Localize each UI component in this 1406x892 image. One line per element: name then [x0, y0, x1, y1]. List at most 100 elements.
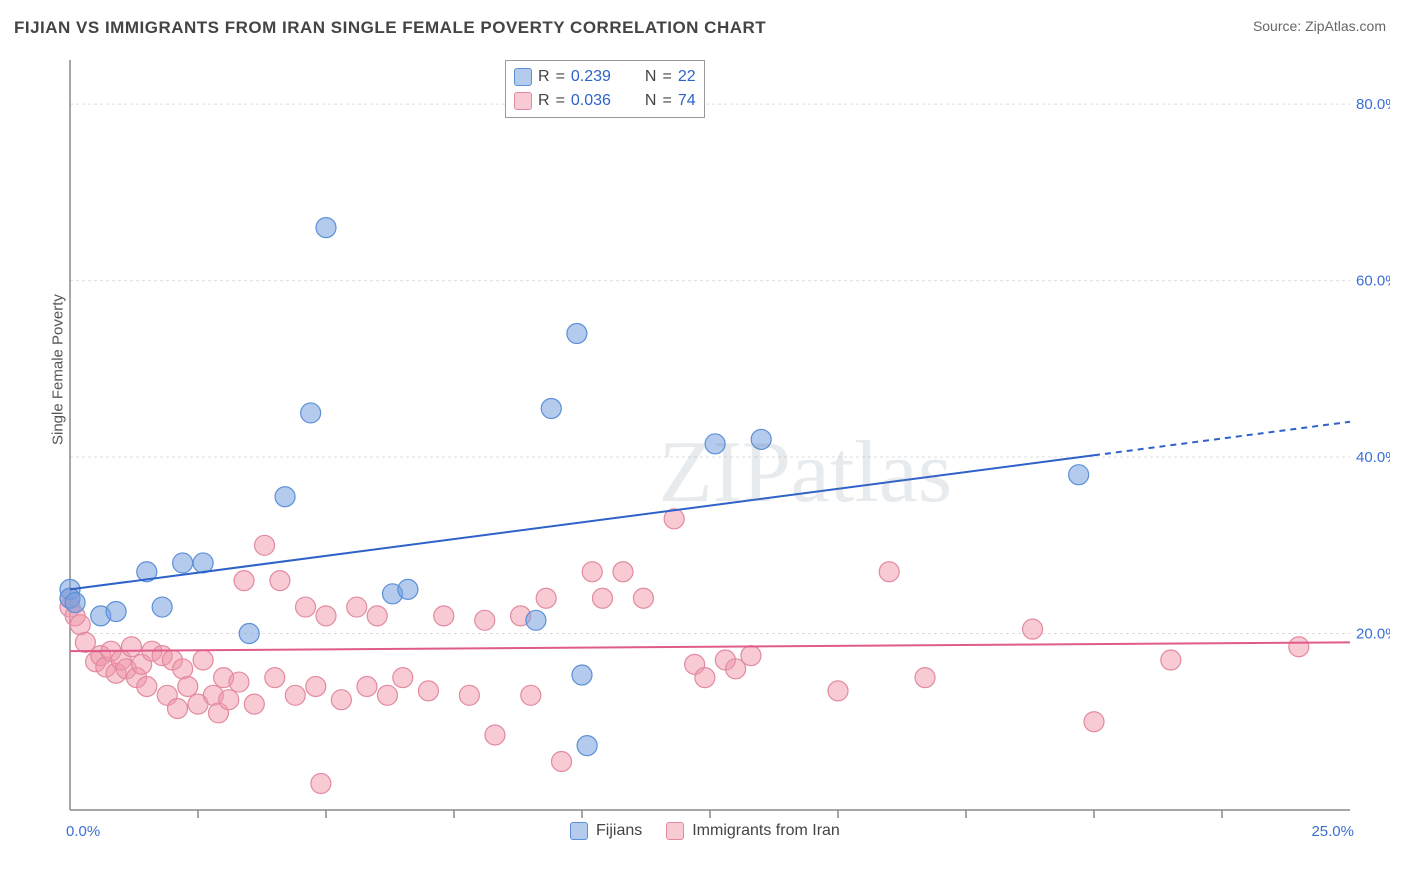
source-label: Source: ZipAtlas.com	[1253, 18, 1386, 34]
data-point	[393, 668, 413, 688]
y-tick-label: 20.0%	[1356, 626, 1390, 643]
data-point	[239, 624, 259, 644]
data-point	[475, 610, 495, 630]
data-point	[541, 399, 561, 419]
data-point	[751, 429, 771, 449]
data-point	[521, 685, 541, 705]
data-point	[572, 665, 592, 685]
chart-title: FIJIAN VS IMMIGRANTS FROM IRAN SINGLE FE…	[14, 18, 766, 38]
legend-n-value: 74	[678, 89, 696, 113]
data-point	[255, 535, 275, 555]
data-point	[1069, 465, 1089, 485]
chart-svg: 20.0% 40.0% 60.0% 80.0% 0.0% 25.0%	[50, 50, 1390, 840]
legend-r-value: 0.239	[571, 65, 631, 89]
legend-eq: =	[662, 65, 671, 89]
data-point	[301, 403, 321, 423]
data-point	[1289, 637, 1309, 657]
legend-item: Immigrants from Iran	[666, 822, 840, 840]
data-point	[347, 597, 367, 617]
data-point	[331, 690, 351, 710]
legend-n-label: N	[645, 65, 657, 89]
x-tick-label: 0.0%	[66, 823, 100, 840]
legend-eq: =	[556, 65, 565, 89]
y-axis-label: Single Female Poverty	[50, 294, 67, 445]
data-point	[152, 597, 172, 617]
data-point	[1023, 619, 1043, 639]
data-point	[398, 579, 418, 599]
data-point	[229, 672, 249, 692]
data-point	[828, 681, 848, 701]
data-point	[121, 637, 141, 657]
legend-swatch	[514, 68, 532, 86]
data-point	[567, 324, 587, 344]
legend-swatch	[570, 822, 588, 840]
x-tick-label: 25.0%	[1311, 823, 1354, 840]
data-point	[577, 736, 597, 756]
legend-row: R = 0.239 N = 22	[514, 65, 696, 89]
y-tick-label: 80.0%	[1356, 96, 1390, 113]
data-point	[275, 487, 295, 507]
data-point	[582, 562, 602, 582]
data-point	[137, 676, 157, 696]
legend-r-label: R	[538, 89, 550, 113]
scatter-plot: Single Female Poverty 20.0% 40.0% 60.0% 80.…	[50, 50, 1390, 840]
legend-n-label: N	[645, 89, 657, 113]
data-point	[316, 218, 336, 238]
data-point	[741, 646, 761, 666]
data-point	[106, 601, 126, 621]
data-point	[357, 676, 377, 696]
data-point	[219, 690, 239, 710]
data-point	[552, 751, 572, 771]
data-point	[244, 694, 264, 714]
data-point	[70, 615, 90, 635]
legend-eq: =	[556, 89, 565, 113]
data-point	[695, 668, 715, 688]
data-point	[418, 681, 438, 701]
legend-swatch	[666, 822, 684, 840]
data-point	[592, 588, 612, 608]
data-point	[879, 562, 899, 582]
data-point	[367, 606, 387, 626]
legend-r-label: R	[538, 65, 550, 89]
y-tick-label: 60.0%	[1356, 273, 1390, 290]
data-point	[285, 685, 305, 705]
legend-swatch	[514, 92, 532, 110]
data-point	[234, 571, 254, 591]
data-point	[306, 676, 326, 696]
data-point	[178, 676, 198, 696]
legend-series-label: Fijians	[596, 822, 642, 840]
data-point	[316, 606, 336, 626]
data-point	[193, 553, 213, 573]
data-point	[193, 650, 213, 670]
data-point	[265, 668, 285, 688]
correlation-legend: R = 0.239 N = 22 R = 0.036 N = 74	[505, 60, 705, 118]
data-point	[296, 597, 316, 617]
data-point	[633, 588, 653, 608]
data-point	[65, 593, 85, 613]
data-point	[459, 685, 479, 705]
legend-row: R = 0.036 N = 74	[514, 89, 696, 113]
legend-series-label: Immigrants from Iran	[692, 822, 840, 840]
legend-n-value: 22	[678, 65, 696, 89]
data-point	[915, 668, 935, 688]
legend-r-value: 0.036	[571, 89, 631, 113]
legend-item: Fijians	[570, 822, 642, 840]
data-point	[1084, 712, 1104, 732]
data-point	[168, 699, 188, 719]
source-name: ZipAtlas.com	[1305, 18, 1386, 34]
data-point	[270, 571, 290, 591]
legend-eq: =	[662, 89, 671, 113]
data-point	[613, 562, 633, 582]
data-point	[1161, 650, 1181, 670]
y-tick-label: 40.0%	[1356, 449, 1390, 466]
data-point	[377, 685, 397, 705]
data-point	[311, 774, 331, 794]
data-point	[705, 434, 725, 454]
data-point	[526, 610, 546, 630]
data-point	[434, 606, 454, 626]
data-point	[173, 553, 193, 573]
series-legend: Fijians Immigrants from Iran	[570, 822, 840, 840]
data-point	[173, 659, 193, 679]
data-point	[536, 588, 556, 608]
source-prefix: Source:	[1253, 18, 1305, 34]
